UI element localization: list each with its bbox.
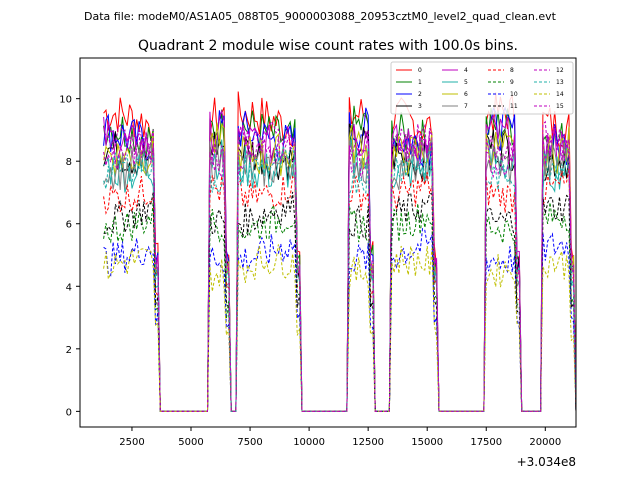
- series-line-12: [103, 130, 576, 412]
- series-line-1: [103, 105, 576, 412]
- series-line-15: [103, 120, 576, 412]
- y-tick-label: 10: [59, 95, 72, 106]
- series-line-13: [103, 146, 576, 412]
- series-line-8: [103, 168, 576, 412]
- legend-label-3: 3: [418, 103, 422, 110]
- legend-label-0: 0: [418, 67, 422, 74]
- y-tick-label: 6: [66, 220, 72, 231]
- x-tick-label: 20000: [529, 437, 561, 448]
- x-offset-label: +3.034e8: [517, 455, 576, 469]
- x-tick-label: 2500: [119, 437, 144, 448]
- legend-frame: [390, 61, 574, 115]
- legend-label-11: 11: [510, 103, 518, 110]
- series-line-9: [103, 202, 576, 412]
- series-line-0: [103, 91, 576, 412]
- x-tick-label: 10000: [293, 437, 325, 448]
- suptitle: Data file: modeM0/AS1A05_088T05_90000030…: [84, 10, 557, 23]
- legend-label-12: 12: [556, 67, 564, 74]
- series-line-10: [103, 227, 576, 412]
- legend-label-8: 8: [510, 67, 514, 74]
- legend-label-15: 15: [556, 103, 564, 110]
- legend-label-13: 13: [556, 79, 564, 86]
- legend-label-10: 10: [510, 91, 518, 98]
- y-tick-label: 0: [66, 407, 72, 418]
- series-line-5: [103, 139, 576, 412]
- y-tick-label: 2: [66, 345, 72, 356]
- x-tick-label: 15000: [411, 437, 443, 448]
- chart-title: Quadrant 2 module wise count rates with …: [138, 38, 518, 54]
- legend-label-2: 2: [418, 91, 422, 98]
- series-line-2: [103, 106, 576, 412]
- plot-frame: [79, 57, 577, 428]
- legend-label-9: 9: [510, 79, 514, 86]
- legend-label-6: 6: [464, 91, 468, 98]
- legend-label-5: 5: [464, 79, 468, 86]
- y-tick-label: 8: [66, 157, 72, 168]
- series-line-14: [103, 244, 576, 412]
- x-tick-label: 5000: [178, 437, 203, 448]
- legend-label-1: 1: [418, 79, 422, 86]
- x-tick-label: 17500: [470, 437, 502, 448]
- series-layer: [103, 91, 576, 412]
- y-tick-label: 4: [66, 282, 72, 293]
- series-line-7: [103, 138, 576, 412]
- x-tick-label: 12500: [352, 437, 384, 448]
- x-tick-label: 7500: [237, 437, 262, 448]
- legend-label-4: 4: [464, 67, 468, 74]
- legend-label-7: 7: [464, 103, 468, 110]
- axes-layer: 2500 5000 7500 10000 12500 15000 17500 20000 0 2 4…: [59, 57, 577, 448]
- legend-label-14: 14: [556, 91, 564, 98]
